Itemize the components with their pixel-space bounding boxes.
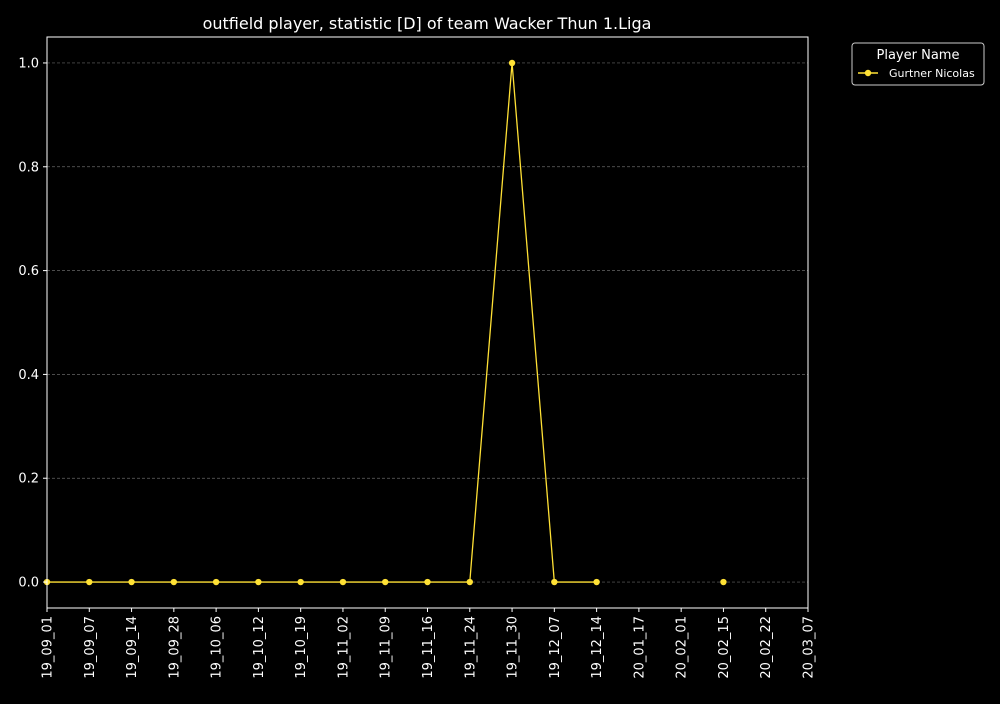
data-point bbox=[424, 578, 431, 586]
data-point bbox=[593, 578, 600, 586]
y-tick-label: 0.0 bbox=[18, 576, 39, 591]
x-tick-label: 20_03_07 bbox=[802, 616, 817, 679]
x-tick-label: 19_09_07 bbox=[83, 616, 98, 679]
data-point bbox=[508, 59, 516, 67]
y-tick-label: 0.8 bbox=[18, 160, 39, 175]
legend: Player Name Gurtner Nicolas bbox=[851, 42, 985, 86]
x-tick-label: 19_11_24 bbox=[463, 616, 478, 679]
x-tick-label: 20_02_22 bbox=[759, 616, 774, 679]
x-tick-label: 19_09_28 bbox=[167, 616, 182, 679]
data-point bbox=[170, 578, 178, 586]
y-axis: 0.0 0.2 0.4 0.6 0.8 1.0 bbox=[18, 56, 47, 591]
x-tick-label: 19_11_16 bbox=[421, 616, 436, 679]
data-point bbox=[466, 578, 473, 586]
data-point bbox=[86, 578, 93, 586]
x-tick-label: 19_12_14 bbox=[590, 616, 605, 679]
series-line bbox=[47, 62, 597, 583]
y-tick-label: 1.0 bbox=[18, 56, 39, 71]
x-axis: 19_09_01 19_09_07 19_09_14 19_09_28 19_10_06… bbox=[41, 608, 817, 679]
legend-box bbox=[851, 42, 985, 86]
data-point bbox=[212, 578, 220, 586]
data-point bbox=[339, 578, 347, 586]
y-tick-label: 0.4 bbox=[18, 368, 39, 383]
x-tick-label: 19_09_14 bbox=[125, 616, 140, 679]
x-tick-label: 19_09_01 bbox=[41, 616, 56, 679]
x-tick-label: 19_10_19 bbox=[294, 616, 309, 679]
x-tick-label: 19_11_09 bbox=[379, 616, 394, 679]
series-layer bbox=[43, 59, 727, 586]
x-tick-label: 19_10_06 bbox=[210, 616, 225, 679]
x-tick-label: 20_02_01 bbox=[675, 616, 690, 679]
legend-point-marker bbox=[864, 69, 872, 77]
data-point bbox=[720, 578, 727, 586]
data-point bbox=[255, 578, 262, 586]
legend-entry-label: Gurtner Nicolas bbox=[889, 67, 975, 80]
data-point bbox=[382, 578, 389, 586]
x-tick-label: 19_12_07 bbox=[548, 616, 563, 679]
x-tick-label: 20_01_17 bbox=[632, 616, 647, 679]
x-tick-label: 19_11_02 bbox=[336, 616, 351, 679]
x-tick-label: 20_02_15 bbox=[717, 616, 732, 679]
legend-title: Player Name bbox=[877, 48, 960, 63]
plot-frame bbox=[46, 36, 809, 609]
grid-layer bbox=[47, 62, 808, 583]
y-tick-label: 0.6 bbox=[18, 264, 39, 279]
y-tick-label: 0.2 bbox=[18, 472, 39, 487]
x-tick-label: 19_11_30 bbox=[506, 616, 521, 679]
chart-title: outfield player, statistic [D] of team W… bbox=[203, 14, 652, 33]
data-point bbox=[551, 578, 558, 586]
x-tick-label: 19_10_12 bbox=[252, 616, 267, 679]
data-point bbox=[128, 578, 135, 586]
data-point bbox=[297, 578, 304, 586]
